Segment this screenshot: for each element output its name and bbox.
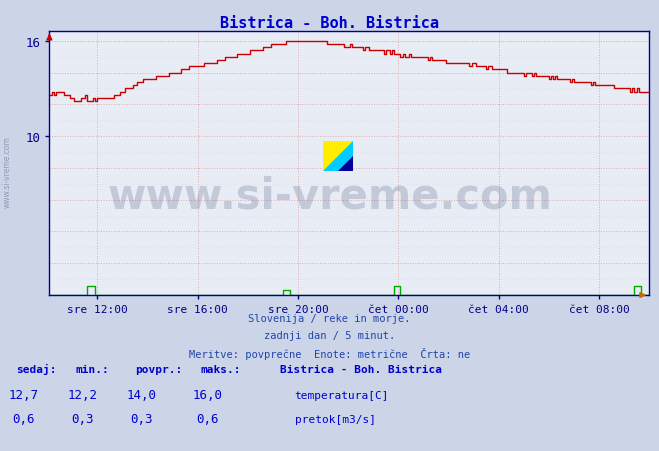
Text: 14,0: 14,0 <box>127 388 157 401</box>
Text: 16,0: 16,0 <box>192 388 223 401</box>
Text: www.si-vreme.com: www.si-vreme.com <box>107 175 552 217</box>
Text: 0,3: 0,3 <box>71 412 94 425</box>
Text: 12,7: 12,7 <box>8 388 38 401</box>
Text: Bistrica - Boh. Bistrica: Bistrica - Boh. Bistrica <box>220 16 439 31</box>
Text: povpr.:: povpr.: <box>135 364 183 374</box>
Text: maks.:: maks.: <box>201 364 241 374</box>
Polygon shape <box>323 142 353 171</box>
Text: 0,3: 0,3 <box>130 412 153 425</box>
Text: 0,6: 0,6 <box>196 412 219 425</box>
Text: Meritve: povprečne  Enote: metrične  Črta: ne: Meritve: povprečne Enote: metrične Črta:… <box>189 348 470 360</box>
Text: min.:: min.: <box>76 364 109 374</box>
Text: pretok[m3/s]: pretok[m3/s] <box>295 414 376 423</box>
Text: www.si-vreme.com: www.si-vreme.com <box>3 135 12 207</box>
Text: sedaj:: sedaj: <box>16 363 57 374</box>
Text: zadnji dan / 5 minut.: zadnji dan / 5 minut. <box>264 331 395 341</box>
Text: 12,2: 12,2 <box>67 388 98 401</box>
Text: 0,6: 0,6 <box>12 412 34 425</box>
Polygon shape <box>323 142 353 171</box>
Text: Slovenija / reke in morje.: Slovenija / reke in morje. <box>248 313 411 323</box>
Text: Bistrica - Boh. Bistrica: Bistrica - Boh. Bistrica <box>280 364 442 374</box>
Text: temperatura[C]: temperatura[C] <box>295 390 389 400</box>
Polygon shape <box>337 157 353 171</box>
